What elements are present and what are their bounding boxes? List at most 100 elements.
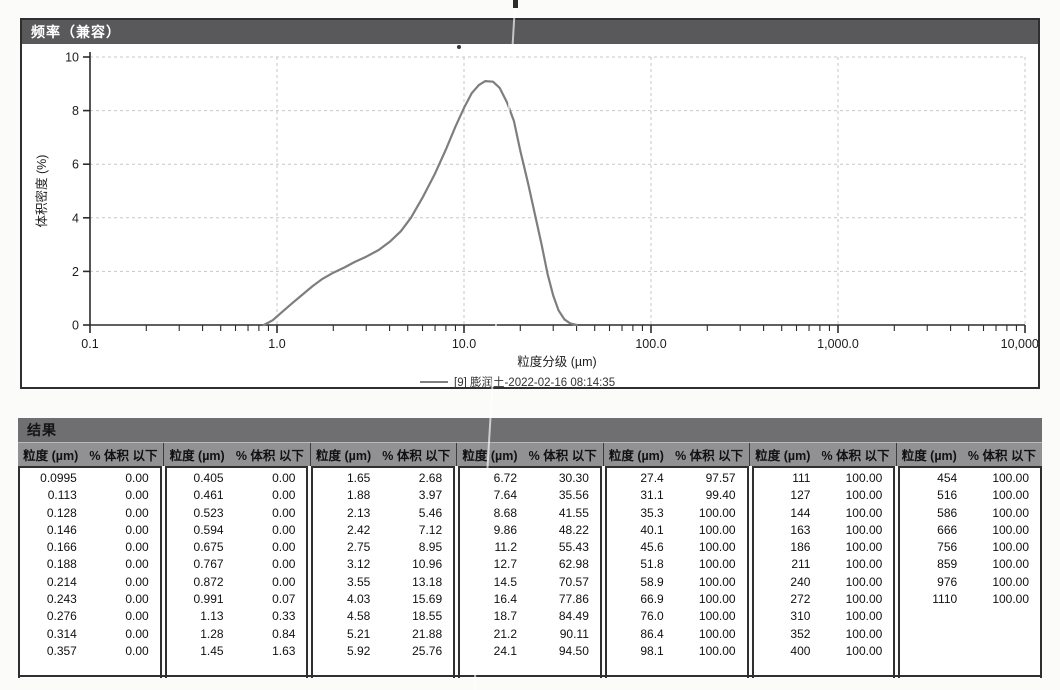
- table-row: 1.13 0.33: [167, 608, 307, 625]
- size-value: 2.75: [346, 540, 371, 555]
- table-row: 98.1 100.00: [607, 643, 747, 660]
- table-row: 24.1 94.50: [460, 643, 600, 660]
- size-value: 21.2: [493, 626, 518, 641]
- pct-below-value: 8.95: [418, 540, 443, 555]
- size-value: 6.72: [493, 471, 518, 485]
- size-value: 4.03: [346, 592, 371, 607]
- size-value: 144: [790, 505, 811, 520]
- x-axis-label: 粒度分级 (µm): [517, 354, 596, 369]
- pct-below-value: 0.00: [272, 574, 296, 589]
- size-value: 16.4: [493, 592, 518, 607]
- pct-below-value: 100.00: [845, 471, 883, 485]
- pct-below-value: 55.43: [558, 540, 589, 555]
- table-row: 27.4 97.57: [607, 470, 747, 487]
- table-title-bar: 结果: [18, 418, 1042, 442]
- pct-below-value: 18.55: [412, 609, 443, 624]
- pct-below-value: 77.86: [558, 592, 589, 607]
- size-value: 31.1: [640, 488, 664, 503]
- table-row: 2.75 8.95: [313, 539, 453, 556]
- table-row: 352 100.00: [754, 626, 894, 643]
- size-value: 40.1: [640, 522, 664, 537]
- y-tick-label: 0: [72, 319, 79, 333]
- table-row: 0.523 0.00: [167, 505, 307, 522]
- table-row: 144 100.00: [754, 505, 894, 522]
- table-row: 3.12 10.96: [313, 556, 453, 573]
- size-value: 0.523: [193, 505, 224, 520]
- table-row: 6.72 30.30: [460, 470, 600, 487]
- table-row: 11.2 55.43: [460, 539, 600, 556]
- pct-below-value: 100.00: [698, 522, 736, 537]
- pct-column-header: % 体积 以下: [821, 449, 890, 463]
- size-value: 0.214: [46, 574, 77, 589]
- column-group-header: 粒度 (µm) % 体积 以下: [749, 443, 895, 466]
- table-row: 240 100.00: [754, 574, 894, 591]
- size-column-header: 粒度 (µm): [23, 449, 79, 463]
- size-value: 0.113: [47, 488, 77, 503]
- size-column-header: 粒度 (µm): [169, 449, 225, 463]
- table-row: 16.4 77.86: [460, 591, 600, 608]
- size-value: 0.405: [193, 471, 224, 485]
- pct-below-value: 0.00: [272, 522, 296, 537]
- pct-below-value: 100.00: [845, 505, 883, 520]
- size-value: 2.13: [346, 505, 371, 520]
- pct-below-value: 100.00: [845, 557, 883, 572]
- chart-plot-area: 0 2 4 6 8 10 0.1 1.0 10.0 100.0 1,000.0 10,000.0 粒度分…: [22, 44, 1049, 390]
- size-value: 0.594: [193, 522, 224, 537]
- pct-below-value: 100.00: [698, 505, 736, 520]
- pct-below-value: 0.00: [272, 488, 296, 503]
- pct-below-value: 100.00: [992, 557, 1030, 572]
- pct-column-header: % 体积 以下: [675, 449, 744, 463]
- table-row: 0.357 0.00: [20, 643, 160, 660]
- x-tick-label: 1.0: [268, 337, 285, 351]
- table-row: 4.58 18.55: [313, 608, 453, 625]
- table-column-group: 111 100.00 127 100.00 144 100.00 163 100.00 186 1…: [751, 466, 896, 678]
- size-value: 0.314: [46, 626, 77, 641]
- table-row: 9.86 48.22: [460, 522, 600, 539]
- pct-below-value: 62.98: [558, 557, 589, 572]
- table-row: 5.21 21.88: [313, 626, 453, 643]
- pct-below-value: 100.00: [698, 643, 736, 658]
- x-tick-label: 10.0: [452, 337, 476, 351]
- table-row: 0.0995 0.00: [20, 470, 160, 487]
- size-value: 18.7: [493, 609, 518, 624]
- pct-below-value: 0.00: [125, 505, 149, 520]
- size-column-header: 粒度 (µm): [901, 449, 957, 463]
- size-value: 0.675: [193, 540, 224, 555]
- size-value: 2.42: [346, 522, 371, 537]
- table-row: 1.28 0.84: [167, 626, 307, 643]
- table-row: 586 100.00: [900, 505, 1040, 522]
- size-column-header: 粒度 (µm): [755, 449, 811, 463]
- pct-below-value: 0.00: [125, 592, 149, 607]
- pct-below-value: 100.00: [845, 609, 883, 624]
- table-row: 976 100.00: [900, 574, 1040, 591]
- pct-below-value: 100.00: [992, 574, 1030, 589]
- table-row: 0.188 0.00: [20, 556, 160, 573]
- size-value: 24.1: [493, 643, 518, 658]
- pct-below-value: 97.57: [705, 471, 736, 485]
- pct-below-value: 1.63: [272, 643, 296, 658]
- x-tick-label: 10,000.0: [1001, 337, 1038, 351]
- pct-below-value: 7.12: [418, 522, 443, 537]
- pct-below-value: 94.50: [558, 643, 589, 658]
- pct-column-header: % 体积 以下: [967, 449, 1036, 463]
- size-value: 272: [790, 592, 811, 607]
- table-row: 3.55 13.18: [313, 574, 453, 591]
- table-column-group: 0.0995 0.00 0.113 0.00 0.128 0.00 0.146 0.00 0.1…: [18, 466, 162, 678]
- pct-column-header: % 体积 以下: [528, 449, 597, 463]
- size-value: 5.21: [346, 626, 371, 641]
- size-value: 98.1: [640, 643, 664, 658]
- size-value: 127: [790, 488, 811, 503]
- table-row: 0.767 0.00: [167, 556, 307, 573]
- size-value: 0.166: [46, 540, 77, 555]
- x-tick-label: 1,000.0: [817, 337, 859, 351]
- table-row: 1.65 2.68: [313, 470, 453, 487]
- pct-below-value: 100.00: [992, 540, 1030, 555]
- table-row: 66.9 100.00: [607, 591, 747, 608]
- pct-below-value: 100.00: [992, 592, 1030, 607]
- table-row: 0.243 0.00: [20, 591, 160, 608]
- size-value: 4.58: [346, 609, 371, 624]
- pct-below-value: 0.00: [125, 626, 149, 641]
- size-value: 12.7: [493, 557, 518, 572]
- table-row: 0.314 0.00: [20, 626, 160, 643]
